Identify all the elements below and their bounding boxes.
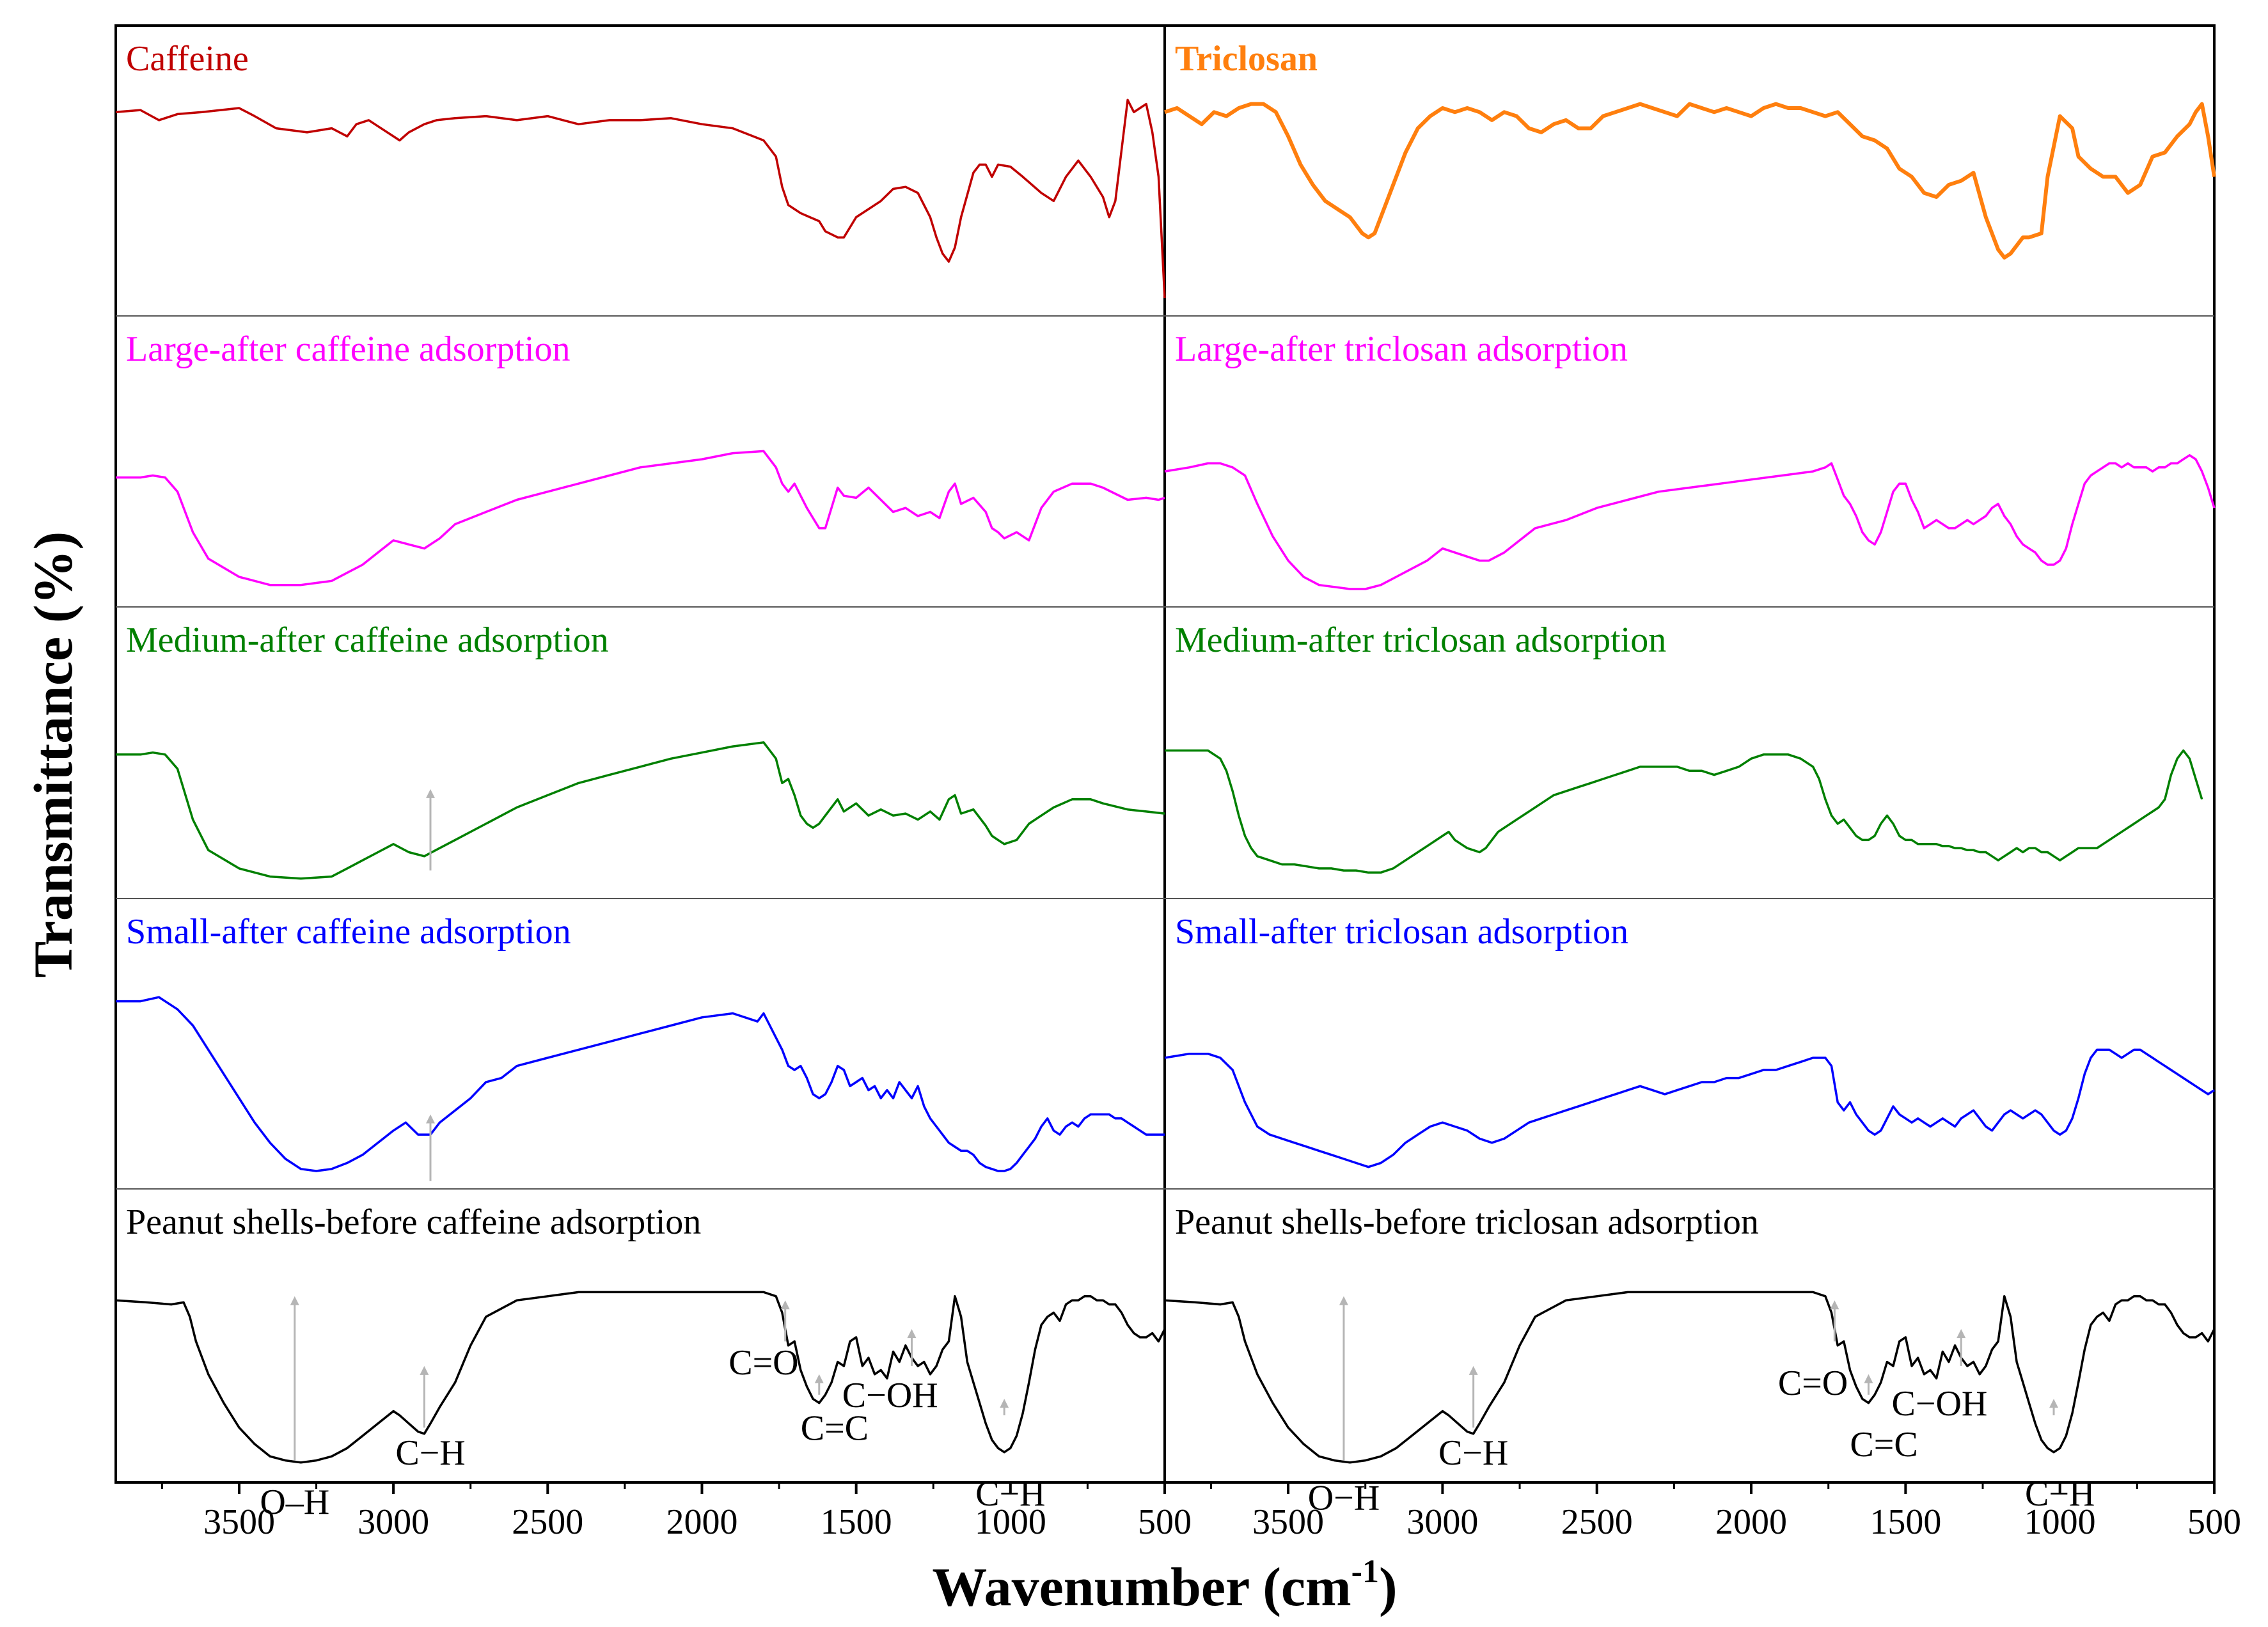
marker-arrowhead-4: [780, 1300, 790, 1310]
spectrum-triclosan: [1164, 102, 2216, 260]
band-annotations: O–HC−HC=OC=CC−OHC−H O−HC−HC=OC=CC−OHC−H: [260, 1343, 2095, 1522]
marker-arrowhead-3: [420, 1365, 429, 1375]
band-label-8: C=O: [1778, 1364, 1848, 1403]
x-tick-label-0-0: 3500: [203, 1502, 275, 1542]
marker-arrowhead-7: [1000, 1399, 1009, 1408]
band-label-11: C−H: [2025, 1474, 2095, 1514]
band-label-3: C=C: [801, 1408, 869, 1448]
panel-title-small-caffeine: Small-after caffeine adsorption: [126, 912, 571, 952]
marker-arrowhead-13: [2049, 1399, 2059, 1408]
x-tick-label-1-6: 500: [2187, 1502, 2241, 1542]
band-label-1: C−H: [395, 1433, 465, 1473]
spectrum-small-caffeine: [116, 996, 1165, 1172]
panel-title-caffeine: Caffeine: [126, 39, 249, 79]
spectrum-medium-caffeine: [116, 741, 1165, 880]
marker-arrowhead-8: [1339, 1296, 1348, 1305]
band-label-5: C−H: [975, 1474, 1045, 1514]
spectrum-small-triclosan: [1164, 1048, 2215, 1168]
spectrum-caffeine: [115, 98, 1166, 299]
band-label-0: O–H: [260, 1482, 329, 1522]
spectra-group: [115, 98, 2216, 1464]
x-axis-title-close: ): [1379, 1556, 1398, 1617]
x-tick-label-1-3: 2000: [1715, 1502, 1787, 1542]
marker-arrowhead-0: [426, 789, 435, 798]
panel-title-large-caffeine: Large-after caffeine adsorption: [126, 329, 570, 369]
marker-arrowhead-5: [814, 1374, 824, 1383]
panel-title-large-triclosan: Large-after triclosan adsorption: [1175, 329, 1628, 369]
y-axis-title: Transmittance (%): [22, 531, 84, 978]
marker-arrowhead-11: [1864, 1374, 1873, 1383]
x-tick-label-1-0: 3500: [1252, 1502, 1324, 1542]
spectrum-large-caffeine: [116, 450, 1165, 586]
marker-arrowhead-1: [426, 1114, 435, 1124]
x-tick-label-1-1: 3000: [1406, 1502, 1478, 1542]
x-axis-title: Wavenumber (cm-1): [932, 1553, 1397, 1617]
marker-arrowhead-6: [907, 1329, 917, 1339]
band-label-10: C−OH: [1892, 1384, 1988, 1424]
marker-arrowhead-10: [1830, 1300, 1839, 1310]
x-tick-label-0-4: 1500: [821, 1502, 892, 1542]
band-label-2: C=O: [728, 1343, 798, 1383]
x-tick-label-0-3: 2000: [666, 1502, 737, 1542]
band-label-6: O−H: [1308, 1479, 1380, 1518]
x-tick-label-1-2: 2500: [1561, 1502, 1633, 1542]
marker-arrowhead-9: [1469, 1365, 1478, 1375]
panel-title-peanut-triclosan: Peanut shells-before triclosan adsorptio…: [1175, 1202, 1759, 1242]
band-label-4: C−OH: [842, 1376, 938, 1415]
spectrum-large-triclosan: [1164, 454, 2216, 590]
panel-title-peanut-caffeine: Peanut shells-before caffeine adsorption: [126, 1202, 701, 1242]
x-tick-label-0-1: 3000: [358, 1502, 429, 1542]
x-axis-ticks: 3500 3000 2500 2000 1500 1000 500 3500 3000 2500 2…: [161, 1482, 2241, 1542]
panel-titles: Caffeine Large-after caffeine adsorption M…: [126, 39, 1759, 1242]
x-tick-label-1-5: 1000: [2024, 1502, 2096, 1542]
x-tick-label-0-6: 500: [1138, 1502, 1192, 1542]
spectrum-peanut-triclosan: [1164, 1291, 2216, 1464]
x-axis-title-superscript: -1: [1351, 1553, 1379, 1590]
panel-title-medium-triclosan: Medium-after triclosan adsorption: [1175, 620, 1666, 660]
spectrum-peanut-caffeine: [115, 1291, 1166, 1464]
band-label-9: C=C: [1850, 1425, 1918, 1465]
marker-arrowhead-12: [1957, 1329, 1966, 1339]
panel-title-medium-caffeine: Medium-after caffeine adsorption: [126, 620, 609, 660]
panel-title-small-triclosan: Small-after triclosan adsorption: [1175, 912, 1628, 952]
x-tick-label-0-2: 2500: [512, 1502, 583, 1542]
x-tick-label-0-5: 1000: [975, 1502, 1046, 1542]
spectrum-medium-triclosan: [1165, 749, 2203, 874]
band-label-7: C−H: [1438, 1433, 1508, 1473]
marker-group: [290, 789, 2059, 1461]
marker-arrowhead-2: [290, 1296, 299, 1305]
x-tick-label-1-4: 1500: [1870, 1502, 1941, 1542]
panel-title-triclosan: Triclosan: [1175, 39, 1318, 79]
